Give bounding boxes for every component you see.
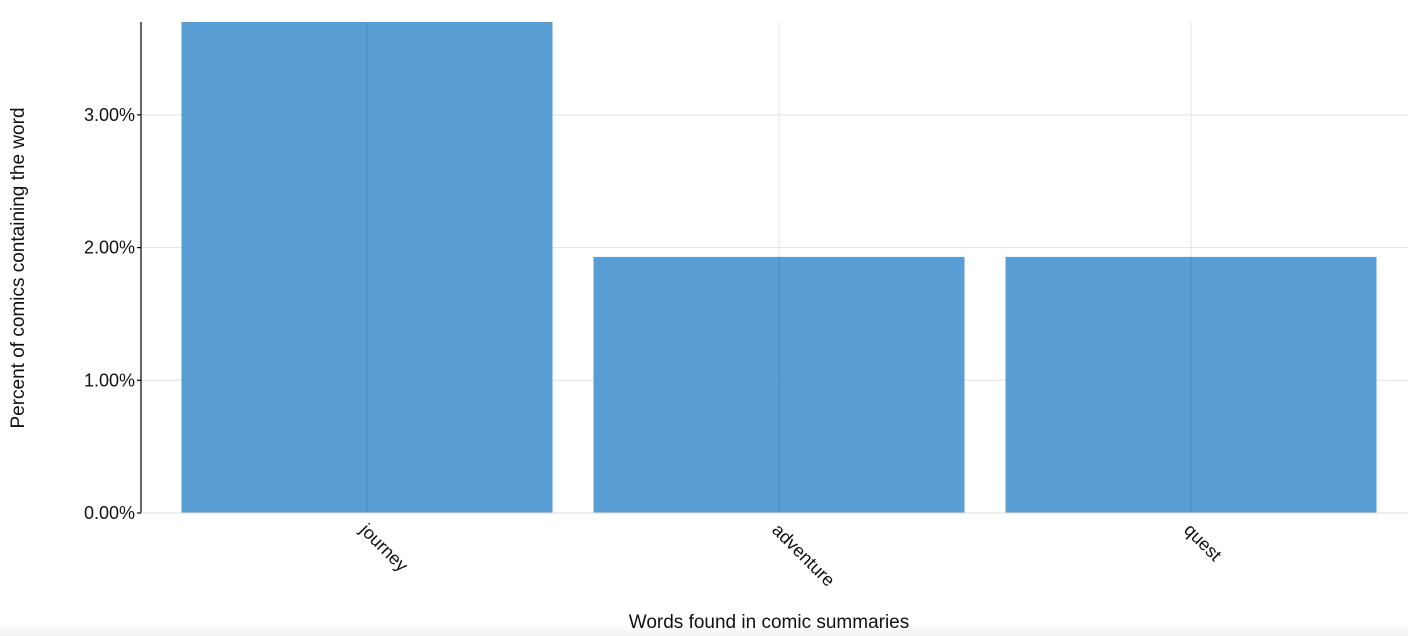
y-tick-label: 3.00% <box>84 105 135 125</box>
x-tick-label: journey <box>355 519 412 576</box>
bottom-shadow <box>0 624 1408 636</box>
x-tick-label: adventure <box>768 520 839 591</box>
y-tick-label: 1.00% <box>84 370 135 390</box>
y-tick-label: 0.00% <box>84 503 135 523</box>
axis-layer <box>137 22 1408 514</box>
x-axis-title: Words found in comic summaries <box>629 612 910 633</box>
bar-layer <box>181 22 1377 513</box>
y-tick-label: 2.00% <box>84 238 135 258</box>
y-axis-title: Percent of comics containing the word <box>8 107 29 428</box>
x-tick-label: quest <box>1180 520 1225 565</box>
